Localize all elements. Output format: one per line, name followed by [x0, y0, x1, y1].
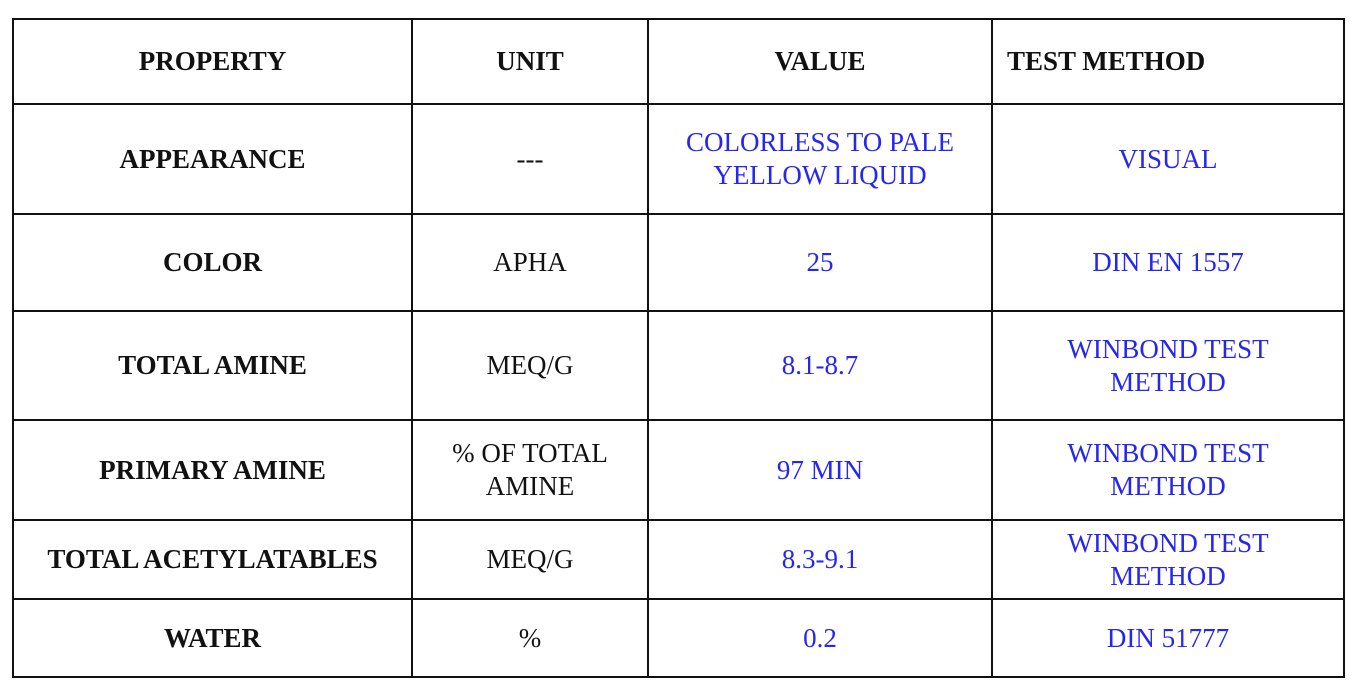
table-cell: % — [411, 598, 649, 678]
cell-line: WINBOND TEST — [1067, 333, 1269, 364]
table-cell: VISUAL — [991, 103, 1345, 215]
table-cell: DIN 51777 — [991, 598, 1345, 678]
table-cell: APPEARANCE — [12, 103, 413, 215]
table-cell: WATER — [12, 598, 413, 678]
table-body: APPEARANCE --- COLORLESS TO PALE YELLOW LIQ… — [12, 103, 1345, 678]
table-row: COLOR APHA 25 DIN EN 1557 — [12, 213, 1345, 312]
cell-line: COLORLESS TO PALE — [685, 127, 955, 157]
column-header: PROPERTY — [12, 18, 413, 105]
cell-line: AMINE — [485, 471, 575, 501]
table-cell: % OF TOTAL AMINE — [411, 419, 649, 521]
cell-line: WINBOND TEST — [1067, 527, 1269, 558]
table-cell: MEQ/G — [411, 310, 649, 421]
header-row: PROPERTY UNIT VALUE TEST METHOD — [12, 18, 1345, 105]
table-cell: 97 MIN — [647, 419, 993, 521]
column-header: VALUE — [647, 18, 993, 105]
table-cell: COLORLESS TO PALE YELLOW LIQUID — [647, 103, 993, 215]
cell-line: METHOD — [1110, 471, 1226, 501]
table-cell: 0.2 — [647, 598, 993, 678]
table-row: PRIMARY AMINE% OF TOTAL AMINE 97 MIN WINBON… — [12, 419, 1345, 521]
table-row: TOTAL ACETYLATABLES MEQ/G 8.3-9.1 WINBOND T… — [12, 519, 1345, 600]
table-cell: COLOR — [12, 213, 413, 312]
table-cell: WINBOND TEST METHOD — [991, 519, 1345, 600]
cell-line: METHOD — [1110, 560, 1226, 591]
column-header: UNIT — [411, 18, 649, 105]
table-cell: TOTAL ACETYLATABLES — [12, 519, 413, 600]
spec-table: PROPERTY UNIT VALUE TEST METHOD APPEARANCE -… — [12, 18, 1345, 678]
table-cell: --- — [411, 103, 649, 215]
table-cell: WINBOND TEST METHOD — [991, 310, 1345, 421]
cell-line: METHOD — [1110, 366, 1226, 397]
table-cell: WINBOND TEST METHOD — [991, 419, 1345, 521]
table-cell: APHA — [411, 213, 649, 312]
table-cell: TOTAL AMINE — [12, 310, 413, 421]
table-cell: 8.3-9.1 — [647, 519, 993, 600]
table-row: TOTAL AMINE MEQ/G 8.1-8.7 WINBOND TEST METHO… — [12, 310, 1345, 421]
table-cell: DIN EN 1557 — [991, 213, 1345, 312]
table-cell: 25 — [647, 213, 993, 312]
table-row: WATER% 0.2 DIN 51777 — [12, 598, 1345, 678]
table-row: APPEARANCE --- COLORLESS TO PALE YELLOW LIQ… — [12, 103, 1345, 215]
cell-line: % OF TOTAL — [452, 438, 608, 468]
column-header: TEST METHOD — [991, 18, 1345, 105]
cell-line: WINBOND TEST — [1067, 438, 1269, 468]
table-cell: 8.1-8.7 — [647, 310, 993, 421]
cell-line: YELLOW LIQUID — [713, 160, 927, 190]
table-cell: MEQ/G — [411, 519, 649, 600]
table-cell: PRIMARY AMINE — [12, 419, 413, 521]
